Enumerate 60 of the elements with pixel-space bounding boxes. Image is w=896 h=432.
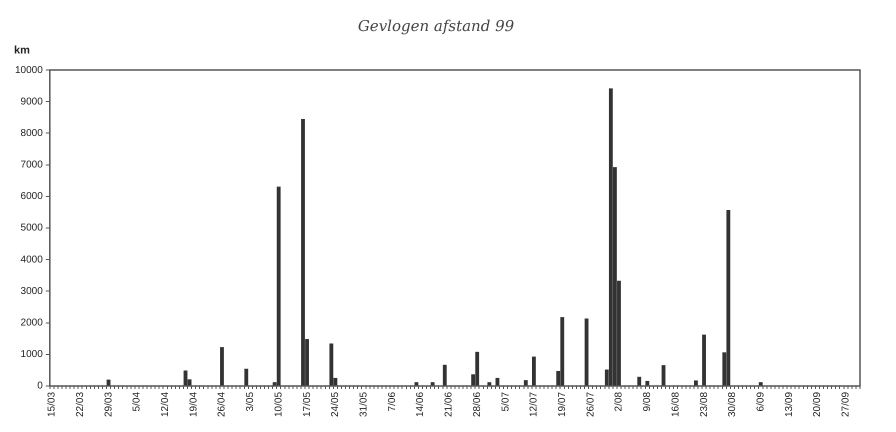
- x-tick-label: 9/08: [642, 392, 654, 412]
- x-tick-label: 3/05: [245, 392, 256, 412]
- x-tick-label: 5/07: [500, 392, 512, 412]
- bar: [662, 365, 666, 386]
- x-tick-label: 7/06: [386, 392, 398, 412]
- bar: [726, 210, 730, 386]
- bar: [532, 356, 536, 386]
- y-tick-label: 7000: [20, 160, 44, 171]
- bar: [329, 343, 334, 386]
- y-tick-label: 2000: [20, 318, 44, 329]
- x-tick-label: 13/09: [784, 392, 795, 418]
- x-tick-label: 29/03: [103, 392, 114, 418]
- x-tick-label: 26/04: [216, 392, 228, 418]
- x-tick-label: 6/09: [756, 392, 766, 412]
- x-tick-label: 2/08: [614, 392, 625, 412]
- bar: [184, 370, 188, 386]
- x-tick-label: 31/05: [358, 392, 370, 418]
- y-tick-label: 8000: [20, 128, 44, 139]
- bar: [702, 334, 706, 386]
- bar: [301, 118, 305, 386]
- y-tick-label: 0: [37, 380, 44, 392]
- x-tick-label: 12/07: [528, 392, 540, 418]
- x-tick-label: 27/09: [840, 392, 852, 418]
- chart-title: Gevlogen afstand 99: [358, 16, 515, 35]
- x-tick-label: 17/05: [302, 392, 313, 418]
- x-tick-label: 28/06: [472, 392, 483, 418]
- x-tick-label: 12/04: [160, 392, 172, 418]
- x-tick-label: 10/05: [273, 392, 284, 418]
- bar: [608, 88, 613, 386]
- y-tick-label: 9000: [20, 96, 44, 108]
- bar: [496, 378, 500, 386]
- x-tick-label: 5/04: [132, 392, 143, 412]
- y-axis-title: km: [14, 44, 30, 57]
- x-tick-label: 15/03: [46, 392, 58, 418]
- bar: [694, 380, 698, 386]
- x-tick-label: 20/09: [812, 392, 824, 418]
- bar: [487, 382, 492, 386]
- x-tick-label: 19/07: [557, 392, 568, 418]
- bar: [430, 382, 435, 386]
- bar: [414, 382, 418, 386]
- bar: [560, 317, 564, 386]
- x-tick-label: 21/06: [444, 392, 455, 418]
- y-tick-label: 1000: [20, 349, 44, 360]
- bar: [220, 347, 224, 386]
- y-tick-label: 4000: [20, 254, 44, 266]
- bar: [584, 318, 588, 386]
- x-tick-label: 14/06: [415, 392, 426, 418]
- bar: [276, 186, 281, 386]
- y-tick-label: 5000: [20, 222, 44, 234]
- y-tick-label: 3000: [20, 286, 44, 297]
- x-tick-label: 19/04: [188, 392, 200, 418]
- y-tick-label: 10000: [14, 64, 44, 76]
- y-tick-label: 6000: [20, 191, 44, 202]
- bar: [106, 380, 110, 386]
- x-tick-label: 26/07: [585, 392, 596, 418]
- x-tick-label: 24/05: [330, 392, 342, 418]
- x-tick-label: 22/03: [74, 392, 86, 418]
- x-tick-label: 23/08: [698, 392, 710, 418]
- x-tick-label: 30/08: [727, 392, 738, 418]
- x-tick-label: 16/08: [670, 392, 682, 418]
